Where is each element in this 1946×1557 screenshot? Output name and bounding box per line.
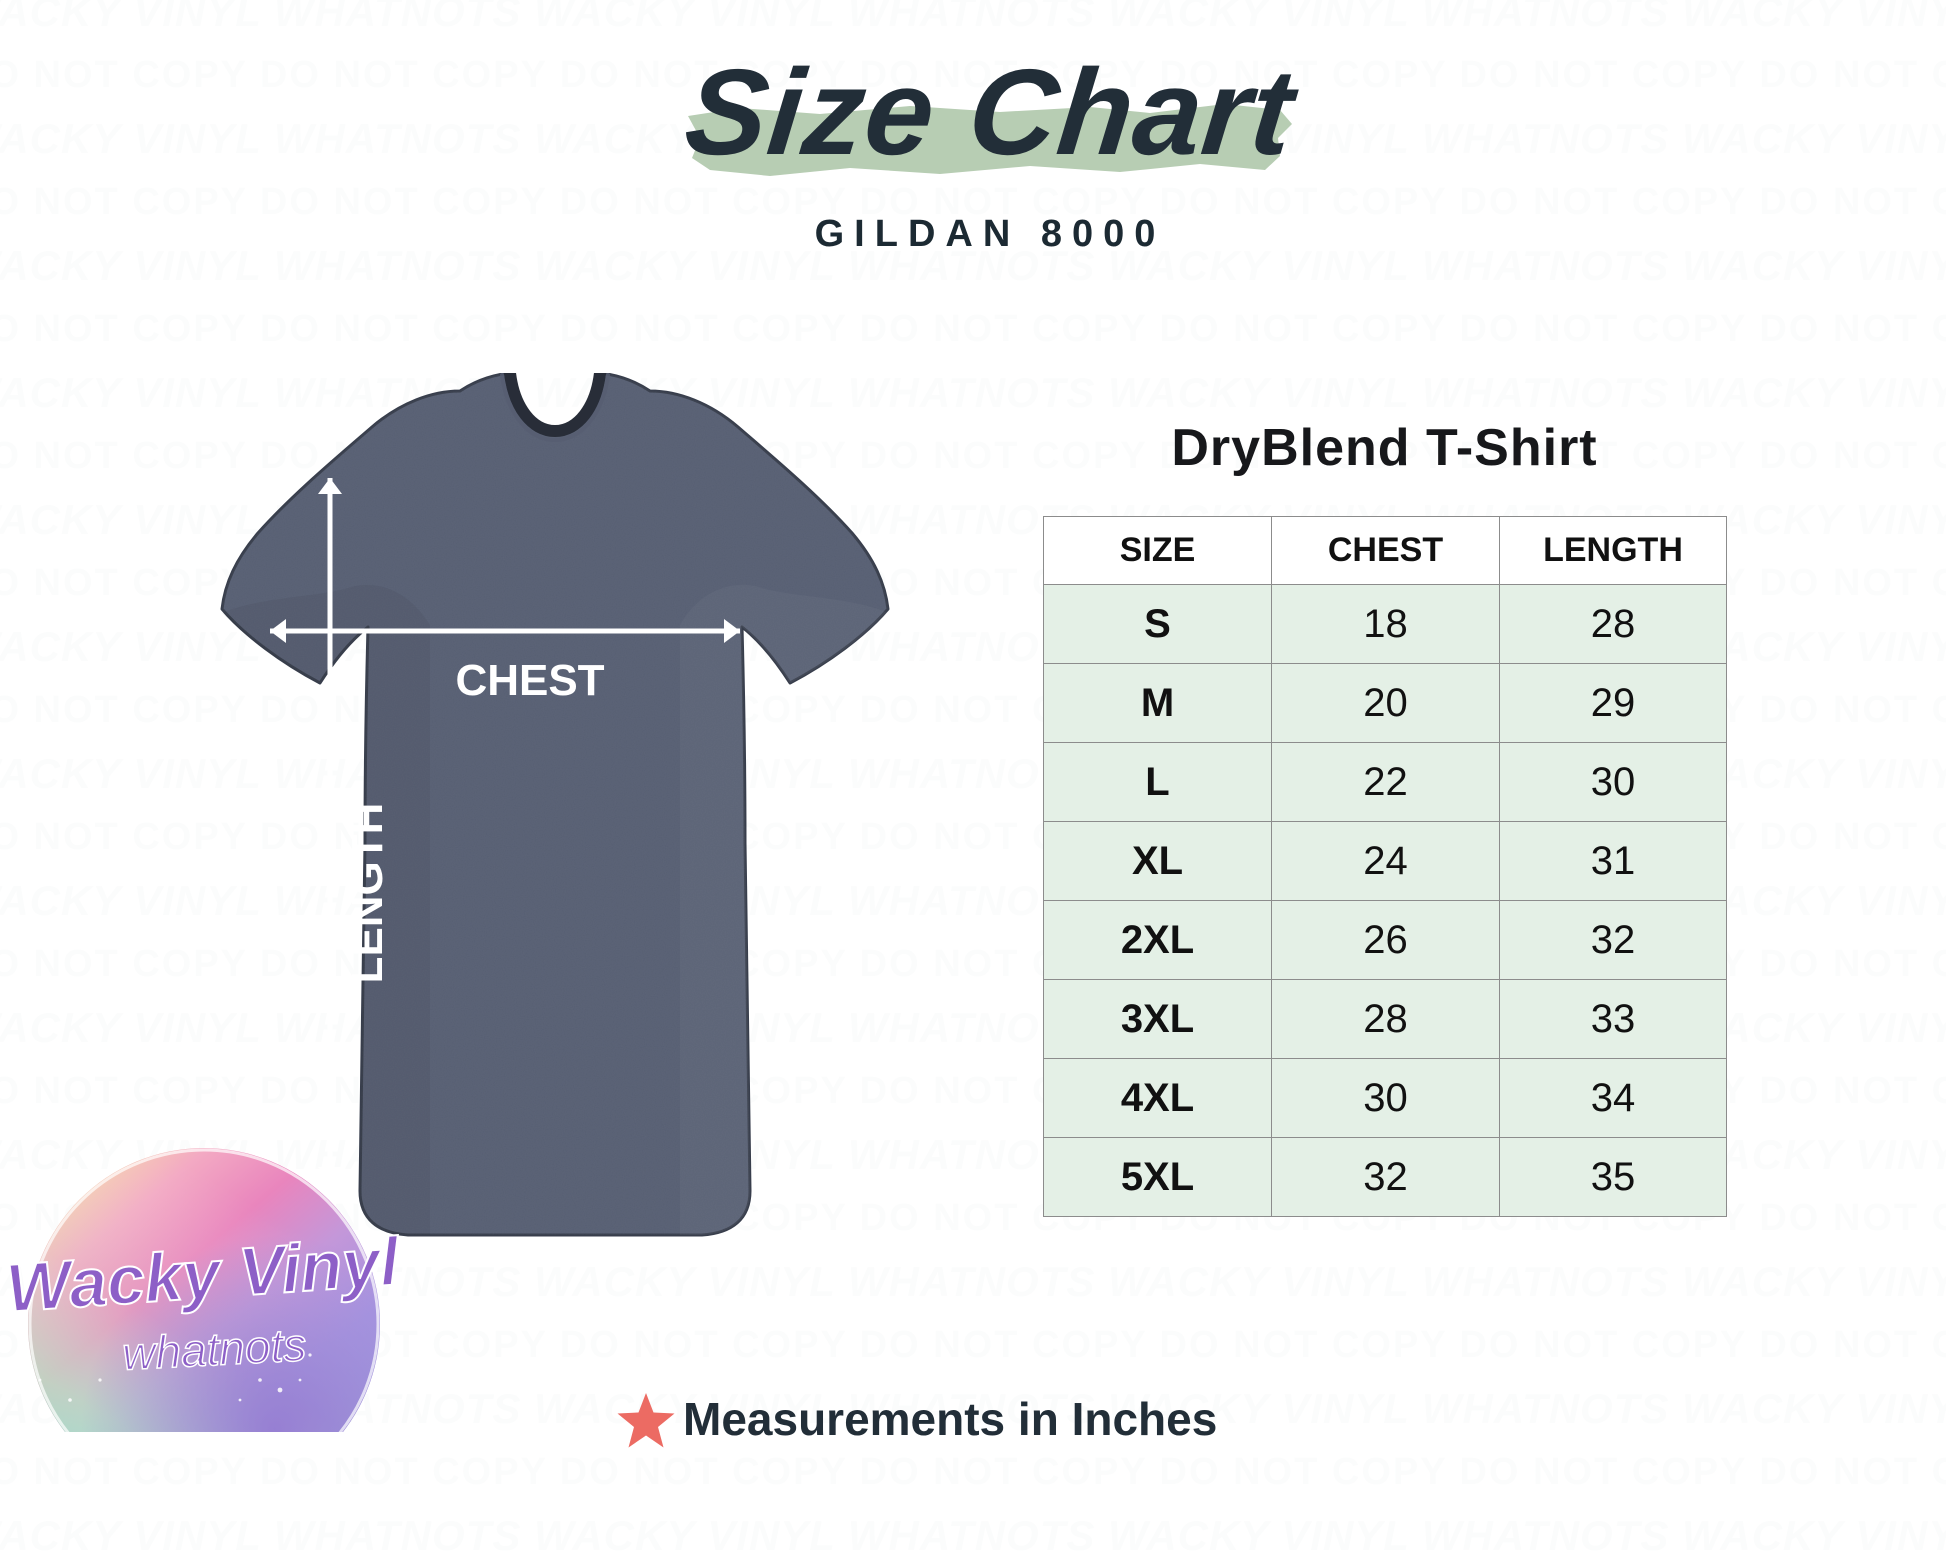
svg-text:whatnots: whatnots [121,1318,308,1380]
svg-text:CHEST: CHEST [455,656,604,705]
svg-text:LENGTH: LENGTH [343,803,392,984]
